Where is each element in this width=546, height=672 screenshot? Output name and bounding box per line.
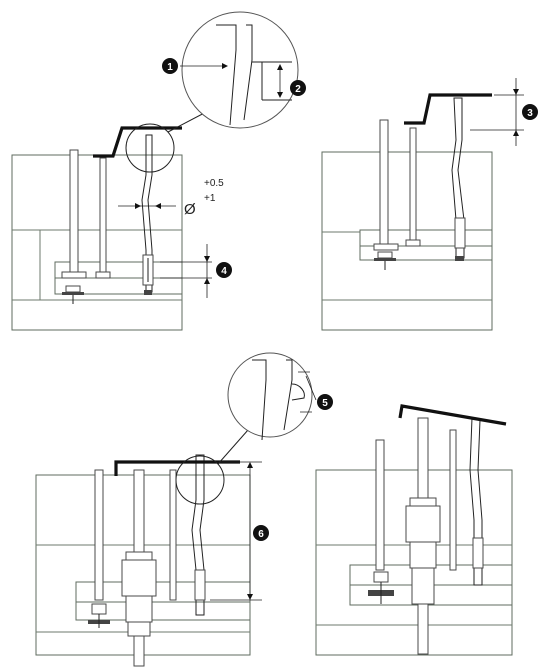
- panel-top-right: 3: [321, 78, 538, 331]
- svg-text:5: 5: [322, 398, 328, 409]
- lifter: [191, 454, 205, 616]
- panel-top-left: 1 2 Ø +0.5 +1 4: [11, 11, 306, 331]
- svg-text:Ø: Ø: [184, 201, 196, 218]
- screw-icon: [374, 251, 396, 270]
- callout-5: 5: [317, 394, 333, 410]
- return-pin: [449, 429, 457, 571]
- svg-text:+0.5: +0.5: [204, 178, 224, 189]
- return-pin: [169, 469, 177, 601]
- dimension-4: 4: [160, 244, 232, 298]
- svg-text:6: 6: [258, 529, 264, 540]
- ejector-pin: [94, 469, 104, 601]
- screw-icon: [88, 603, 110, 628]
- svg-text:+1: +1: [204, 193, 216, 204]
- ejector-pin: [379, 119, 389, 251]
- panel-bottom-right: [315, 404, 513, 656]
- dimension-3: 3: [470, 78, 538, 146]
- hydraulic-cylinder: [121, 551, 157, 667]
- diameter-tolerance: Ø +0.5 +1: [118, 178, 224, 218]
- hydraulic-cylinder: [405, 497, 441, 655]
- dimension-6: 6: [210, 461, 269, 601]
- molded-part: [398, 404, 507, 426]
- molded-part: [93, 126, 182, 158]
- screw-icon: [62, 285, 84, 304]
- return-pin: [99, 157, 107, 279]
- molded-part: [404, 93, 492, 125]
- svg-text:3: 3: [527, 108, 533, 119]
- svg-text:2: 2: [295, 84, 301, 95]
- svg-text:4: 4: [221, 266, 227, 277]
- screw-icon: [368, 571, 394, 604]
- ejector-pin: [375, 439, 385, 571]
- callout-2: 2: [290, 80, 306, 96]
- callout-1: 1: [162, 58, 178, 74]
- ejector-pin: [69, 149, 79, 279]
- magnifier-detail: [227, 352, 317, 441]
- magnifier-detail: [180, 11, 299, 129]
- panel-bottom-left: 5 6: [35, 352, 333, 667]
- molded-part: [114, 460, 240, 476]
- return-pin: [409, 127, 417, 241]
- mold-plate: [11, 154, 183, 331]
- svg-text:1: 1: [167, 62, 173, 73]
- lifter: [469, 417, 483, 586]
